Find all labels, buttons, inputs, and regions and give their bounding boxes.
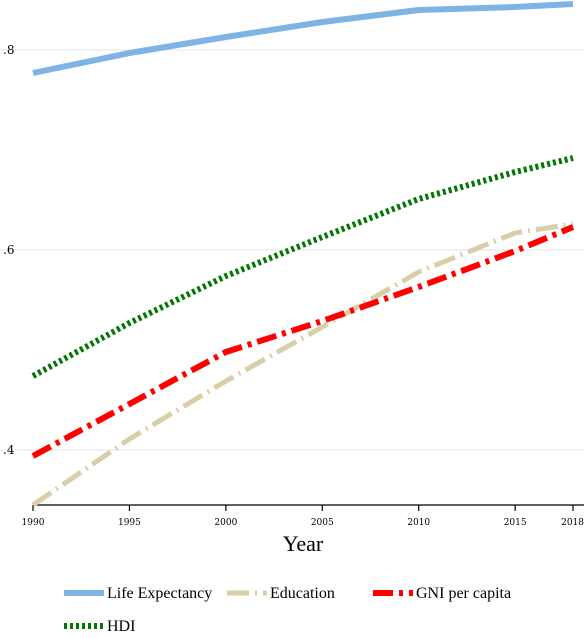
legend-item-hdi: HDI [64,618,135,635]
legend-label: Education [270,585,335,602]
x-axis-ticks: 1990 1995 2000 2005 2010 2015 2018 [22,505,584,528]
x-tick-label: 2015 [504,518,527,528]
legend-label: GNI per capita [416,585,511,602]
legend-item-life-expectancy: Life Expectancy [64,585,212,602]
series-line-gni-per-capita [31,224,575,459]
y-tick-label: .6 [3,243,14,257]
y-tick-label: .8 [3,43,14,57]
x-tick-label: 1990 [22,518,45,528]
series-lines [31,1,575,508]
y-axis-ticks: .4 .6 .8 [3,43,15,457]
x-tick-label: 2010 [407,518,430,528]
series-line-hdi [31,155,574,379]
x-tick-label: 1995 [118,518,141,528]
x-axis-title: Year [283,531,324,556]
series-line-life-expectancy [32,1,574,76]
x-tick-label: 2018 [561,518,584,528]
series-line-education [31,221,574,508]
legend: Life Expectancy Education GNI per capita HD… [64,585,511,635]
legend-label: HDI [107,618,135,635]
legend-item-gni-per-capita: GNI per capita [373,585,511,602]
legend-label: Life Expectancy [107,585,212,602]
legend-item-education: Education [227,585,335,602]
y-tick-label: .4 [3,443,15,457]
x-tick-label: 2005 [311,518,334,528]
x-tick-label: 2000 [214,518,237,528]
